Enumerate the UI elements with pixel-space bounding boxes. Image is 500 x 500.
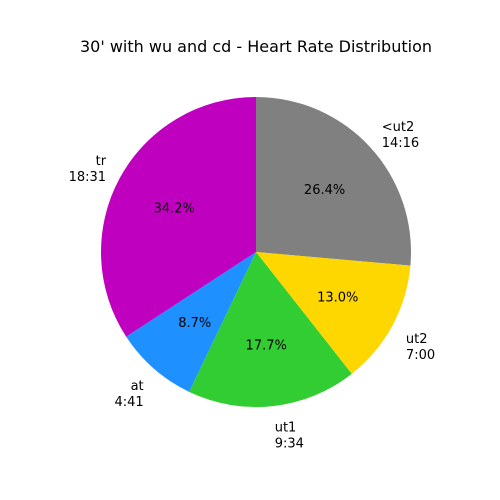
slice-duration-label: 14:16 [382, 136, 419, 151]
slice-percent-label: 8.7% [178, 316, 211, 331]
slice-percent-label: 17.7% [246, 338, 287, 353]
slice-duration-label: 7:00 [406, 348, 435, 363]
pie-slice-5 [100, 97, 257, 337]
slice-name-label: tr [96, 154, 107, 169]
pie-slice-1 [256, 97, 411, 266]
slice-name-label: <ut2 [382, 120, 415, 135]
slice-name-label: at [131, 379, 144, 394]
slice-duration-label: 4:41 [114, 395, 143, 410]
pie-slice-4 [126, 252, 256, 392]
pie-slice-3 [189, 252, 352, 407]
chart-title: 30' with wu and cd - Heart Rate Distribu… [80, 37, 432, 56]
slice-name-label: ut1 [275, 420, 297, 435]
slice-percent-label: 26.4% [304, 183, 345, 198]
slice-duration-label: 18:31 [69, 170, 106, 185]
pie-slices [100, 97, 411, 407]
slice-percent-label: 34.2% [154, 202, 195, 217]
slice-name-label: ut2 [406, 332, 428, 347]
pie-slice-2 [256, 252, 411, 374]
slice-duration-label: 9:34 [275, 436, 304, 451]
slice-percent-label: 13.0% [317, 290, 358, 305]
